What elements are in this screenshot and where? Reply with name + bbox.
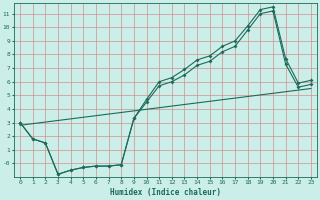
- X-axis label: Humidex (Indice chaleur): Humidex (Indice chaleur): [110, 188, 221, 197]
